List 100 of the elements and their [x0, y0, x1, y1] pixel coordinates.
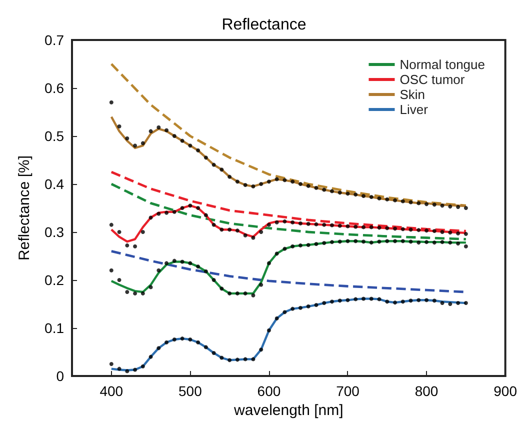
point: [314, 242, 318, 246]
point: [220, 228, 224, 232]
point: [330, 240, 334, 244]
point: [290, 220, 295, 224]
point: [448, 204, 452, 209]
point: [172, 258, 176, 263]
point: [408, 200, 413, 204]
point: [464, 232, 468, 236]
point: [400, 239, 405, 244]
point: [314, 222, 318, 226]
point: [314, 186, 318, 190]
point: [133, 291, 138, 296]
point: [456, 231, 460, 236]
point: [133, 244, 138, 248]
point: [424, 298, 429, 302]
point: [243, 291, 248, 296]
point: [416, 298, 421, 302]
point: [456, 205, 460, 210]
point: [251, 236, 256, 240]
point: [306, 304, 310, 308]
point: [251, 357, 256, 362]
point: [424, 202, 429, 206]
point: [362, 296, 366, 301]
x-tick-label: 700: [336, 383, 360, 399]
point: [408, 298, 413, 303]
point: [346, 224, 350, 228]
point: [385, 226, 390, 230]
point: [448, 240, 452, 245]
point: [385, 197, 390, 202]
point: [180, 260, 184, 264]
x-axis-title: wavelength [nm]: [233, 402, 344, 419]
point: [235, 180, 240, 184]
legend-label: Normal tongue: [400, 57, 486, 72]
point: [330, 300, 334, 304]
point: [220, 356, 224, 360]
point: [282, 246, 287, 251]
point: [298, 221, 302, 226]
point: [322, 241, 326, 246]
point: [133, 144, 138, 148]
point: [156, 125, 161, 130]
x-tick-label: 800: [414, 383, 438, 399]
point: [400, 300, 405, 304]
point: [369, 194, 374, 199]
point: [393, 239, 398, 244]
point: [362, 240, 366, 244]
point: [440, 301, 444, 306]
point: [338, 190, 342, 195]
point: [180, 206, 184, 210]
point: [362, 194, 366, 198]
point: [148, 285, 153, 290]
point: [266, 180, 271, 184]
point: [416, 240, 421, 245]
point: [298, 243, 302, 248]
point: [298, 306, 302, 310]
point: [385, 239, 390, 244]
point: [117, 230, 122, 234]
point: [377, 297, 382, 302]
point: [282, 178, 287, 182]
point: [220, 286, 224, 291]
point: [125, 243, 130, 248]
point: [440, 240, 444, 244]
point: [322, 301, 326, 306]
point: [172, 134, 176, 138]
point: [377, 226, 382, 230]
point: [196, 206, 200, 210]
point: [117, 366, 122, 371]
point: [235, 228, 240, 233]
point: [140, 230, 145, 234]
x-tick-label: 600: [257, 383, 281, 399]
point: [117, 278, 122, 282]
point: [354, 239, 358, 244]
point: [400, 199, 405, 204]
point: [274, 220, 279, 224]
point: [432, 298, 436, 303]
point: [338, 224, 342, 228]
point: [393, 198, 398, 202]
point: [464, 244, 468, 248]
point: [188, 338, 192, 342]
point: [188, 144, 192, 148]
point: [109, 222, 114, 227]
point: [274, 316, 279, 320]
point: [188, 204, 192, 208]
point: [156, 212, 161, 216]
point: [235, 291, 240, 296]
legend-label: Liver: [400, 102, 429, 117]
point: [235, 358, 240, 362]
point: [448, 302, 452, 306]
point: [369, 240, 374, 245]
point: [109, 100, 114, 104]
point: [346, 192, 350, 196]
point: [393, 300, 398, 305]
point: [125, 290, 130, 294]
point: [330, 223, 334, 228]
point: [259, 348, 264, 352]
point: [400, 227, 405, 232]
point: [424, 228, 429, 233]
point: [140, 291, 145, 296]
point: [290, 306, 295, 311]
y-tick-label: 0.5: [44, 128, 64, 144]
point: [354, 297, 358, 302]
